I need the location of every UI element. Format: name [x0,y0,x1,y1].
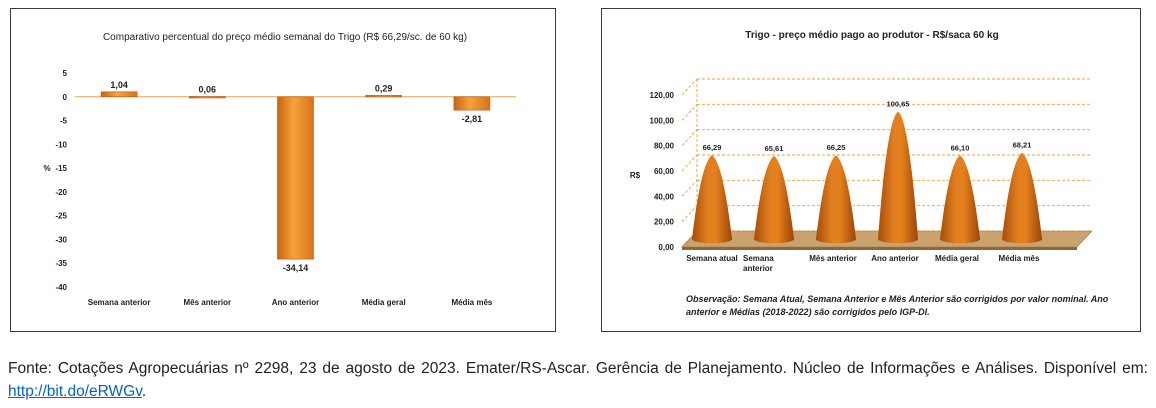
bar [453,96,491,111]
x-tick-label: Média mês [999,254,1040,263]
y-tick-label: 20,00 [654,218,675,227]
y-tick-label: -15 [55,164,67,173]
y-tick-label: 120,00 [650,91,675,100]
data-label: 0,06 [199,84,217,94]
data-label: 0,29 [375,83,393,93]
x-tick-label: Ano anterior [272,298,320,307]
data-label: 65,61 [765,144,784,153]
y-tick-label: -25 [55,212,67,221]
y-tick-label: -35 [55,259,67,268]
y-tick-label: 100,00 [650,116,675,125]
y-tick-label: -20 [55,188,67,197]
source-citation: Fonte: Cotações Agropecuárias nº 2298, 2… [8,357,1148,403]
gridline-depth [681,205,698,222]
x-tick-label: Média geral [362,298,406,307]
y-tick-label: 0 [63,93,68,102]
bar [189,96,226,99]
cone [816,155,856,243]
data-label: 66,10 [951,143,970,152]
y-tick-label: 80,00 [654,142,675,151]
cone [940,155,980,243]
y-axis-label: R$ [630,171,641,180]
gridline-depth [681,104,698,121]
source-suffix: . [141,383,147,400]
chart-floor-edge [682,247,1077,250]
bar [100,91,138,98]
bar [365,95,403,98]
cone [692,155,732,243]
price-chart-panel: Trigo - preço médio pago ao produtor - R… [601,8,1141,332]
chart-title: Trigo - preço médio pago ao produtor - R… [745,30,998,41]
chart-note: Observação: Semana Atual, Semana Anterio… [686,294,1109,317]
source-text: Fonte: Cotações Agropecuárias nº 2298, 2… [8,360,1148,377]
chart-title: Comparativo percentual do preço médio se… [103,32,467,43]
data-label: 68,21 [1013,141,1032,150]
y-tick-label: -40 [55,283,67,292]
x-tick-label: Ano anterior [871,254,919,263]
y-tick-label: -30 [55,235,67,244]
data-label: 66,25 [827,143,846,152]
data-label: -34,14 [283,263,309,273]
y-tick-label: 40,00 [654,192,675,201]
y-tick-label: 0,00 [658,243,674,252]
x-tick-label: Mês anterior [809,254,857,263]
cone [1002,152,1042,243]
y-tick-label: -10 [55,140,67,149]
x-tick-label: Semana anterior [88,298,151,307]
x-tick-label: Média mês [451,298,492,307]
data-label: 1,04 [110,80,128,90]
data-label: 66,29 [703,143,722,152]
x-tick-label: Mês anterior [184,298,232,307]
percent-comparison-chart: Comparativo percentual do preço médio se… [43,32,516,307]
x-tick-label: anterior [743,264,773,273]
cone [754,155,794,243]
x-tick-label: Semana atual [686,254,738,263]
gridline-depth [681,154,698,172]
gridline-depth [681,129,698,146]
price-cone-chart: Trigo - preço médio pago ao produtor - R… [630,30,1093,273]
source-link[interactable]: http://bit.do/eRWGv [8,383,142,400]
y-tick-label: -5 [60,117,68,126]
data-label: -2,81 [462,114,483,124]
x-tick-label: Semana [743,254,774,263]
y-tick-label: 60,00 [654,167,675,176]
gridline-depth [681,78,698,96]
x-tick-label: Média geral [935,254,979,263]
y-axis-label: % [43,164,50,173]
bar [277,96,314,260]
gridline-depth [681,180,698,197]
y-tick-label: 5 [63,69,68,78]
cone [878,111,918,243]
percent-comparison-chart-panel: Comparativo percentual do preço médio se… [10,8,556,332]
data-label: 100,65 [887,100,910,109]
